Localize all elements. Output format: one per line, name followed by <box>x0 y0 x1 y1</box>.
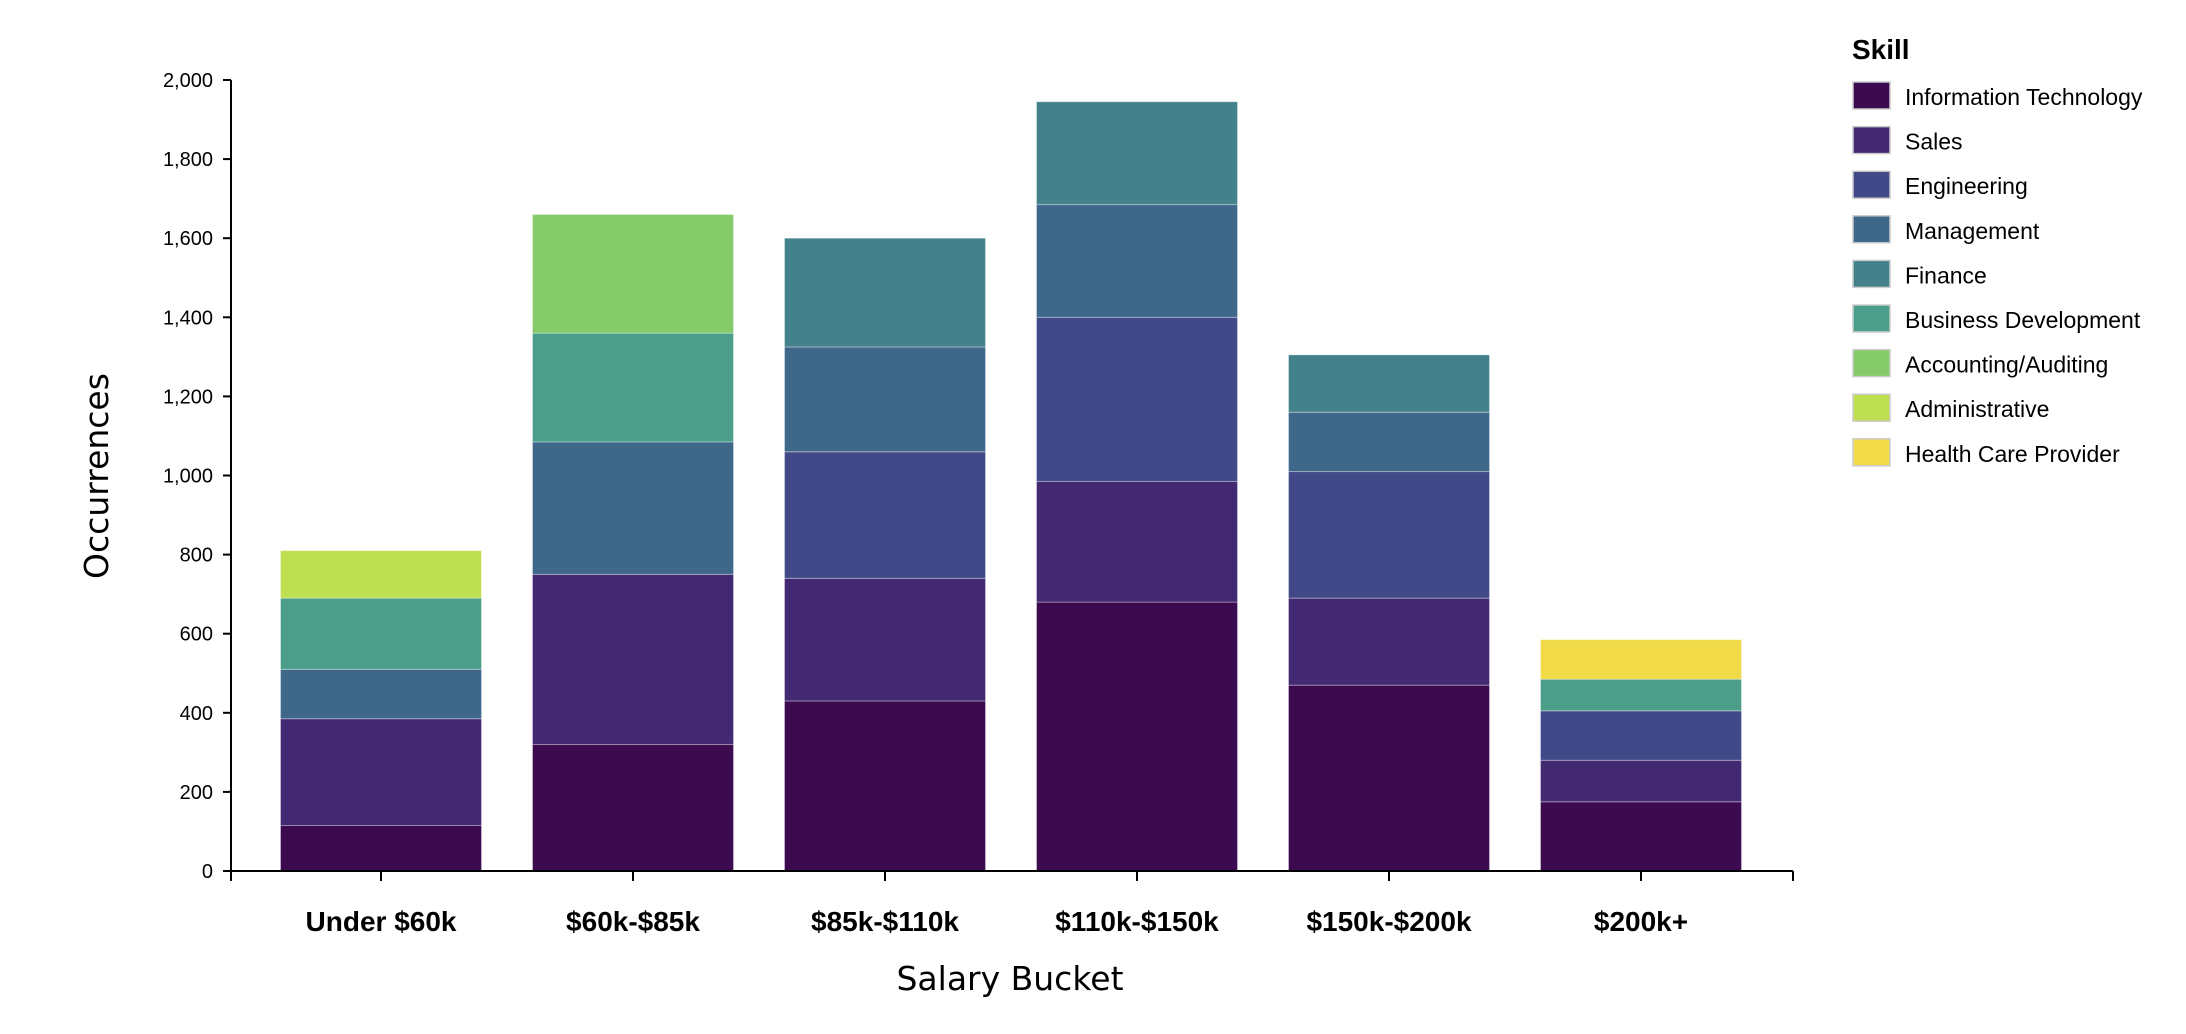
bar-segment-engineering <box>1540 710 1742 761</box>
legend-swatch <box>1852 259 1891 289</box>
legend-label: Health Care Provider <box>1905 441 2120 467</box>
legend-item-health-care-provider: Health Care Provider <box>1852 438 2120 467</box>
legend-swatch <box>1852 125 1891 155</box>
bar-segment-information-technology <box>1036 601 1238 872</box>
legend-swatch <box>1852 348 1891 378</box>
bar-segment-information-technology <box>784 700 986 872</box>
legend: Skill Information Technology Sales Enginee… <box>1852 34 2143 467</box>
bar-group-under-60k <box>280 550 482 872</box>
bar-segment-engineering <box>1036 316 1238 482</box>
legend-swatch <box>1852 81 1891 110</box>
bar-segment-management <box>1288 411 1490 473</box>
x-tick-label: $110k-$150k <box>1055 906 1219 937</box>
y-tick-label: 600 <box>180 624 213 646</box>
y-tick-label: 1,600 <box>163 228 213 250</box>
bars-layer <box>280 101 1742 872</box>
bar-segment-sales <box>1540 759 1742 803</box>
bar-segment-information-technology <box>532 743 734 872</box>
x-tick-label: Under $60k <box>306 906 457 937</box>
x-axis-title: Salary Bucket <box>896 959 1123 998</box>
y-tick-label: 1,000 <box>163 466 213 488</box>
legend-label: Engineering <box>1905 173 2028 199</box>
legend-swatch <box>1852 393 1891 422</box>
bar-segment-accounting-auditing <box>532 213 734 334</box>
bar-segment-sales <box>1036 480 1238 603</box>
bar-segment-business-development <box>1540 678 1742 712</box>
y-tick-label: 1,200 <box>163 386 213 408</box>
bar-segment-business-development <box>532 332 734 443</box>
y-tick-label: 1,400 <box>163 307 213 329</box>
legend-label: Information Technology <box>1905 84 2143 110</box>
y-tick-label: 0 <box>202 861 213 883</box>
y-tick-label: 1,800 <box>163 149 213 171</box>
bar-group-150k-200k <box>1288 354 1490 872</box>
x-ticks: Under $60k $60k-$85k $85k-$110k $110k-$150k… <box>306 871 1688 937</box>
y-axis-title: Occurrences <box>77 373 116 579</box>
legend-swatch <box>1852 215 1891 244</box>
legend-swatch <box>1852 304 1891 333</box>
bar-segment-information-technology <box>1288 684 1490 872</box>
bar-segment-information-technology <box>280 825 482 872</box>
bar-segment-finance <box>1288 354 1490 413</box>
bar-segment-administrative <box>280 550 482 599</box>
y-tick-label: 200 <box>180 782 213 804</box>
y-ticks: 0 200 400 600 800 1,000 1,200 1,400 1,600 1,800 2,… <box>163 70 231 883</box>
legend-item-accounting-auditing: Accounting/Auditing <box>1852 348 2108 378</box>
x-tick-label: $85k-$110k <box>811 906 959 937</box>
bar-segment-finance <box>784 237 986 348</box>
legend-swatch <box>1852 438 1891 467</box>
bar-segment-engineering <box>1288 471 1490 599</box>
bar-group-110k-150k <box>1036 101 1238 872</box>
legend-item-business-development: Business Development <box>1852 304 2141 333</box>
bar-segment-management <box>280 668 482 720</box>
bar-segment-sales <box>532 573 734 745</box>
bar-segment-finance <box>1036 101 1238 206</box>
bar-segment-engineering <box>784 451 986 579</box>
legend-item-management: Management <box>1852 215 2040 244</box>
bar-segment-sales <box>784 577 986 702</box>
bar-segment-sales <box>1288 597 1490 686</box>
bar-segment-management <box>1036 204 1238 318</box>
legend-label: Management <box>1905 218 2040 244</box>
bar-segment-information-technology <box>1540 801 1742 872</box>
legend-label: Administrative <box>1905 396 2049 422</box>
legend-label: Finance <box>1905 262 1987 288</box>
legend-label: Sales <box>1905 129 1963 155</box>
legend-title: Skill <box>1852 34 1910 65</box>
legend-item-sales: Sales <box>1852 125 1963 155</box>
legend-item-finance: Finance <box>1852 259 1987 289</box>
y-tick-label: 2,000 <box>163 70 213 92</box>
bar-segment-sales <box>280 718 482 827</box>
bar-group-200k <box>1540 639 1742 872</box>
legend-item-information-technology: Information Technology <box>1852 81 2143 110</box>
legend-item-administrative: Administrative <box>1852 393 2049 422</box>
bar-group-85k-110k <box>784 237 986 872</box>
bar-segment-business-development <box>280 597 482 670</box>
bar-segment-management <box>784 346 986 453</box>
bar-group-60k-85k <box>532 213 734 872</box>
x-tick-label: $150k-$200k <box>1306 906 1471 937</box>
legend-items: Information Technology Sales Engineering Ma… <box>1852 81 2143 467</box>
legend-label: Business Development <box>1905 307 2141 333</box>
legend-item-engineering: Engineering <box>1852 170 2028 199</box>
y-tick-label: 400 <box>180 703 213 725</box>
bar-segment-health-care-provider <box>1540 639 1742 680</box>
bar-segment-management <box>532 441 734 575</box>
y-tick-label: 800 <box>180 545 213 567</box>
x-tick-label: $60k-$85k <box>566 906 700 937</box>
legend-swatch <box>1852 170 1891 199</box>
legend-label: Accounting/Auditing <box>1905 352 2108 378</box>
x-tick-label: $200k+ <box>1594 906 1688 937</box>
